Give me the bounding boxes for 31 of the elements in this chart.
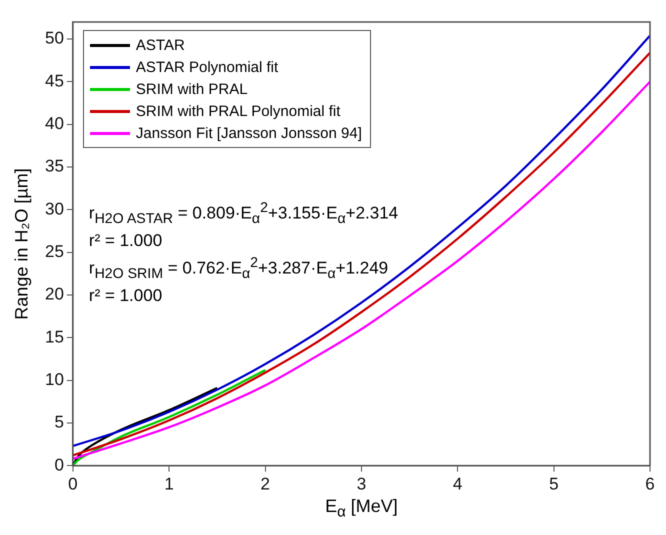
y-axis-title: Range in H₂O [µm] — [12, 168, 32, 320]
x-tick-label: 4 — [452, 474, 462, 494]
y-tick-label: 45 — [44, 71, 64, 90]
y-tick-label: 35 — [44, 156, 64, 176]
legend-label: SRIM with PRAL — [136, 80, 248, 98]
y-tick-label: 10 — [44, 370, 64, 389]
x-tick-label: 1 — [164, 474, 174, 494]
y-tick-label: 20 — [44, 284, 64, 304]
annotation: r$_{H2O SRIM}$ = 0.762·E$_{α}$$^{2}$+3.287·E$_{α}$+1.249 — [88, 254, 390, 284]
x-tick-label: 0 — [68, 474, 78, 494]
annotation: r² = 1.000 — [88, 285, 164, 308]
y-tick-label: 40 — [44, 114, 64, 134]
y-tick-label: 50 — [44, 28, 64, 48]
y-tick-label: 25 — [44, 242, 64, 262]
line-series — [72, 368, 266, 466]
x-axis-title: E$_{α}$ [MeV] — [324, 496, 399, 520]
x-tick-label: 3 — [356, 474, 366, 494]
legend-label: ASTAR — [136, 36, 185, 54]
legend-label: ASTAR Polynomial fit — [136, 58, 278, 76]
line-series — [72, 386, 218, 466]
x-tick-label: 6 — [645, 474, 655, 494]
annotation: r$_{H2O ASTAR}$ = 0.809·E$_{α}$$^{2}$+3.155·E$_{α}$+2.314 — [88, 199, 398, 230]
annotation: r² = 1.000 — [88, 230, 164, 252]
y-tick-label: 30 — [44, 199, 64, 218]
y-tick-label: 15 — [44, 327, 64, 346]
y-tick-label: 0 — [54, 455, 64, 474]
y-tick-label: 5 — [54, 412, 64, 432]
legend-label: SRIM with PRAL Polynomial fit — [136, 102, 340, 120]
x-tick-label: 2 — [260, 474, 270, 494]
x-tick-label: 5 — [549, 474, 559, 494]
legend-label: Jansson Fit [Jansson Jonsson 94] — [136, 124, 362, 142]
